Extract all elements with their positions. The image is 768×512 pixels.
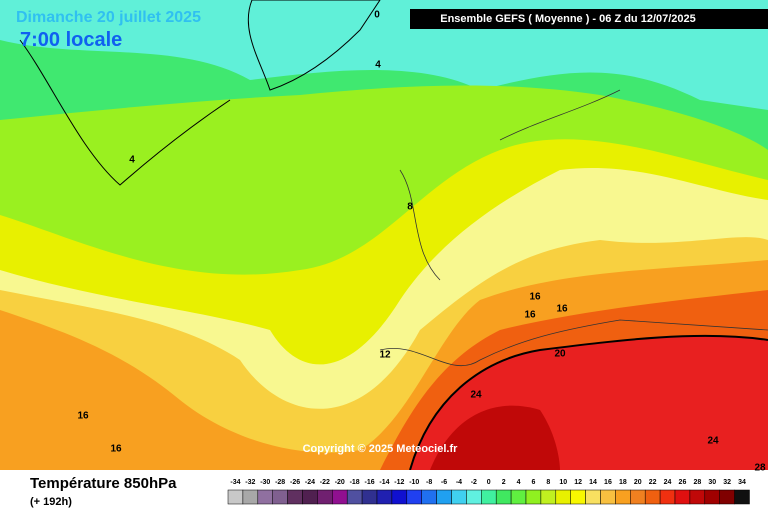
legend-swatch	[644, 489, 661, 505]
legend-tick-label: -8	[426, 479, 432, 486]
legend-swatch	[540, 489, 557, 505]
footer-title: Température 850hPa	[30, 475, 177, 492]
legend-swatch	[257, 489, 273, 505]
legend-tick-label: -12	[394, 479, 404, 486]
legend-swatch	[689, 489, 706, 505]
contour-label: 16	[77, 411, 89, 422]
legend-tick-label: -26	[290, 479, 300, 486]
legend-tick-label: -14	[379, 479, 389, 486]
legend-tick-label: 26	[679, 479, 687, 486]
legend-tick-label: -32	[245, 479, 255, 486]
contour-label: 16	[110, 444, 122, 455]
legend-swatch	[421, 489, 437, 505]
legend-swatch	[451, 489, 467, 505]
legend-swatch	[481, 489, 497, 505]
legend-tick-label: -22	[320, 479, 330, 486]
legend-swatch	[346, 489, 363, 505]
legend-swatch	[615, 489, 631, 505]
legend-tick-label: 24	[664, 479, 672, 486]
legend-tick-label: 30	[708, 479, 716, 486]
legend-tick-label: 16	[604, 479, 612, 486]
legend-tick-label: 10	[559, 479, 567, 486]
legend-swatch	[674, 489, 691, 505]
time: 7:00 locale	[20, 29, 122, 51]
contour-label: 24	[707, 436, 719, 447]
legend-tick-label: -34	[230, 479, 240, 486]
legend-swatch	[406, 489, 422, 505]
legend-swatch	[630, 489, 646, 505]
contour-label: 12	[379, 350, 391, 361]
contour-label: 4	[375, 60, 381, 71]
legend-tick-label: 0	[487, 479, 491, 486]
legend-tick-label: 6	[531, 479, 535, 486]
contour-label: 16	[529, 292, 541, 303]
legend-swatch	[317, 489, 333, 505]
contour-label: 24	[470, 390, 482, 401]
legend-swatch	[242, 489, 259, 505]
contour-label: 16	[524, 310, 536, 321]
legend-swatch	[734, 489, 750, 505]
legend-swatch	[332, 489, 348, 505]
temperature-field	[0, 0, 768, 471]
legend-tick-label: 32	[723, 479, 731, 486]
legend-tick-label: 8	[546, 479, 550, 486]
date: Dimanche 20 juillet 2025	[16, 9, 201, 26]
legend-swatch	[302, 489, 318, 505]
legend-swatch	[659, 489, 676, 505]
legend-tick-label: -30	[260, 479, 270, 486]
contour-label: 8	[407, 202, 413, 213]
legend-tick-label: 14	[589, 479, 597, 486]
contour-label: 20	[554, 349, 566, 360]
legend-swatch	[570, 489, 586, 505]
legend-tick-label: 12	[574, 479, 582, 486]
run: Ensemble GEFS ( Moyenne ) - 06 Z du 12/0…	[440, 13, 696, 25]
legend-swatch	[227, 489, 244, 505]
contour-label: 16	[556, 304, 568, 315]
legend-swatch	[719, 489, 735, 505]
legend-swatch	[585, 489, 601, 505]
legend-tick-label: -24	[305, 479, 315, 486]
legend-tick-label: 34	[738, 479, 746, 486]
legend-tick-label: -4	[456, 479, 462, 486]
legend-tick-label: 4	[517, 479, 521, 486]
copyright: Copyright © 2025 Meteociel.fr	[303, 443, 459, 455]
legend-tick-label: 20	[634, 479, 642, 486]
legend-tick-label: -16	[364, 479, 374, 486]
legend-swatch	[466, 489, 482, 505]
legend-swatch	[555, 489, 571, 505]
footer-lead: (+ 192h)	[30, 496, 72, 508]
contour-label: 4	[129, 155, 135, 166]
legend-swatch	[704, 489, 720, 505]
legend-swatch	[436, 489, 452, 505]
legend-swatch	[376, 489, 393, 505]
legend-swatch	[495, 489, 512, 505]
legend-swatch	[510, 489, 527, 505]
legend-tick-label: -2	[471, 479, 477, 486]
legend-tick-label: 18	[619, 479, 627, 486]
legend-tick-label: -10	[409, 479, 419, 486]
contour-label: 28	[754, 463, 766, 474]
legend-swatch	[391, 489, 408, 505]
legend-swatch	[525, 489, 542, 505]
legend-tick-label: -6	[441, 479, 447, 486]
legend-swatch	[361, 489, 378, 505]
legend-swatch	[272, 489, 288, 505]
legend-swatch	[287, 489, 303, 505]
legend-tick-label: -18	[350, 479, 360, 486]
legend-tick-label: -20	[335, 479, 345, 486]
legend-swatch	[600, 489, 616, 505]
legend-tick-label: 28	[693, 479, 701, 486]
legend-tick-label: -28	[275, 479, 285, 486]
legend-tick-label: 2	[502, 479, 506, 486]
run-box	[410, 9, 768, 29]
legend-tick-label: 22	[649, 479, 657, 486]
contour-label: 0	[374, 10, 380, 21]
